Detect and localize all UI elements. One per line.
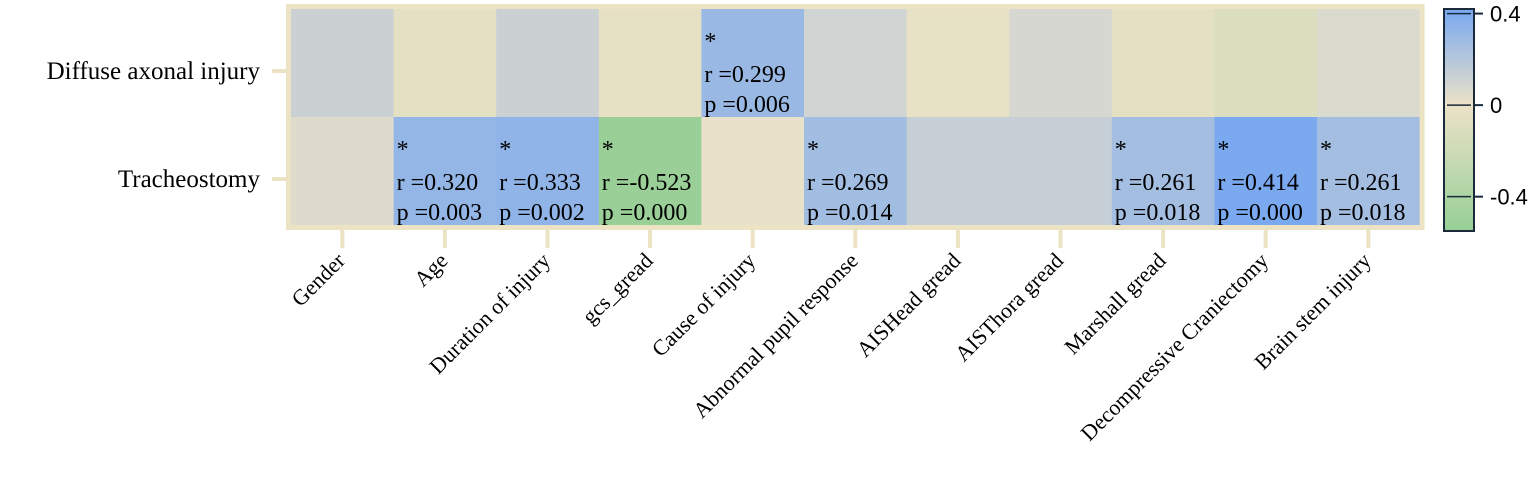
significance-star: *: [807, 137, 819, 163]
heatmap-frame: [286, 4, 1425, 230]
heatmap-cell: [1009, 117, 1113, 226]
heatmap-cell: [393, 117, 497, 226]
significance-star: *: [704, 29, 716, 55]
r-value-label: r =0.299: [704, 62, 786, 88]
heatmap-cell: [291, 117, 395, 226]
significance-star: *: [499, 137, 511, 163]
significance-star: *: [1320, 137, 1332, 163]
significance-star: *: [397, 137, 409, 163]
r-value-label: r =0.333: [499, 170, 581, 196]
heatmap-cell: [598, 117, 702, 226]
significance-star: *: [602, 137, 614, 163]
heatmap-cell: [1111, 9, 1215, 118]
colorbar: 0.4 0 -0.4: [1443, 2, 1528, 232]
r-value-label: r =0.414: [1217, 170, 1299, 196]
heatmap-cell: [291, 9, 395, 118]
column-label: Marshall gread: [1059, 248, 1170, 359]
p-value-label: p =0.000: [1217, 200, 1303, 226]
heatmap-cell: [1214, 9, 1318, 118]
heatmap-cell: [906, 117, 1010, 226]
heatmap-cell: [1214, 117, 1318, 226]
plot-border: [286, 4, 1425, 230]
column-label: Decompressive Craniectomy: [1075, 248, 1273, 446]
p-value-label: p =0.014: [807, 200, 893, 226]
p-value-label: p =0.006: [704, 92, 790, 118]
p-value-label: p =0.000: [602, 200, 688, 226]
p-value-label: p =0.003: [397, 200, 483, 226]
heatmap-cell: [1009, 9, 1113, 118]
heatmap-cell: [496, 117, 600, 226]
row-label: Tracheostomy: [118, 166, 261, 193]
heatmap-cell: [701, 9, 805, 118]
row-label: Diffuse axonal injury: [47, 58, 261, 85]
p-value-label: p =0.002: [499, 200, 585, 226]
heatmap-cell: [1317, 9, 1421, 118]
heatmap-cell: [1317, 117, 1421, 226]
significance-star: *: [1217, 137, 1229, 163]
column-label: Gender: [286, 247, 350, 311]
column-label: Cause of injury: [647, 248, 761, 362]
colorbar-gradient: [1443, 8, 1475, 232]
r-value-label: r =-0.523: [602, 170, 692, 196]
column-label: Age: [409, 248, 453, 292]
p-value-label: p =0.018: [1115, 200, 1201, 226]
heatmap-cell: [701, 117, 805, 226]
heatmap-cell: [1111, 117, 1215, 226]
colorbar-tick-label: 0: [1490, 93, 1502, 118]
heatmap-cell: [804, 9, 908, 118]
r-value-label: r =0.269: [807, 170, 889, 196]
r-value-label: r =0.320: [397, 170, 479, 196]
colorbar-tick-label: 0.4: [1490, 2, 1521, 27]
heatmap-cell: [496, 9, 600, 118]
r-value-label: r =0.261: [1320, 170, 1402, 196]
r-value-label: r =0.261: [1115, 170, 1197, 196]
heatmap-cell: [598, 9, 702, 118]
heatmap-cell: [804, 117, 908, 226]
heatmap-cell: [393, 9, 497, 118]
p-value-label: p =0.018: [1320, 200, 1406, 226]
column-label: Abnormal pupil response: [688, 248, 863, 423]
heatmap-cell: [906, 9, 1010, 118]
column-label: gcs_gread: [577, 248, 658, 329]
significance-star: *: [1115, 137, 1127, 163]
colorbar-tick-label: -0.4: [1490, 185, 1528, 210]
column-label: AISHead gread: [851, 248, 965, 362]
heatmap-cells: [291, 9, 1421, 226]
row-labels: Diffuse axonal injury Tracheostomy: [47, 58, 286, 193]
cell-annotations: * r =0.299 p =0.006 * r =0.320 p =0.003 * r =0.…: [397, 29, 1406, 226]
column-label: AISThora gread: [950, 248, 1068, 366]
